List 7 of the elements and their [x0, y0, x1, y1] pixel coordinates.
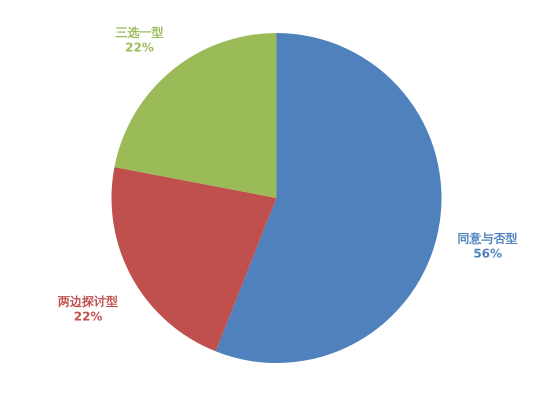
slice-label: 同意与否型	[458, 231, 518, 246]
slice-label: 三选一型	[115, 25, 164, 40]
slice-label: 两边探讨型	[57, 294, 118, 309]
data-label: 22%	[125, 40, 154, 54]
data-label: 56%	[473, 246, 502, 260]
pie-slice	[216, 33, 442, 363]
data-label: 22%	[74, 310, 102, 324]
